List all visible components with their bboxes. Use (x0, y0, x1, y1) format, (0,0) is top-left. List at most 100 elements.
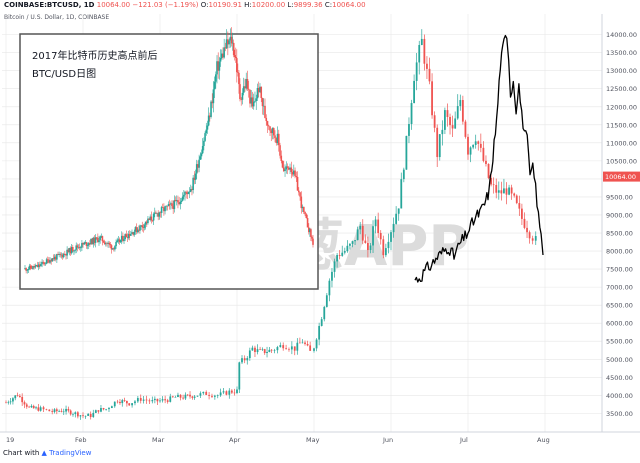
inset-candle-body (232, 42, 235, 56)
inset-candle-body (119, 239, 122, 243)
inset-candle-body (118, 239, 121, 243)
candle-body (523, 218, 526, 228)
inset-candle-body (305, 214, 308, 219)
inset-candle-body (240, 99, 243, 100)
candle-body (521, 208, 523, 219)
candle-body (72, 414, 74, 415)
inset-candle-body (103, 242, 106, 245)
candle-body (134, 401, 136, 404)
y-tick-label: 3500.00 (606, 410, 633, 418)
candle-body (238, 362, 241, 390)
inset-candle-body (45, 259, 48, 264)
candle-body (456, 106, 459, 119)
candle-body (333, 261, 336, 272)
inset-candle-body (279, 145, 281, 156)
inset-candle-body (25, 268, 27, 271)
candle-body (30, 405, 33, 408)
inset-candle-body (69, 248, 72, 254)
inset-candle-body (249, 89, 251, 104)
candle-body (211, 395, 213, 397)
candle-body (513, 193, 516, 196)
inset-candle-body (280, 155, 283, 162)
inset-candle-body (255, 98, 258, 101)
y-tick-label: 13000.00 (606, 67, 637, 75)
inset-candle-body (35, 265, 38, 267)
inset-candle-body (247, 88, 250, 90)
candle-body (341, 252, 344, 256)
inset-candle-body (114, 246, 116, 250)
candle-body (306, 343, 309, 346)
inset-candle-body (238, 72, 240, 85)
candle-body (487, 163, 490, 178)
inset-candle-body (241, 92, 244, 100)
inset-candle-body (192, 177, 194, 191)
candle-body (123, 400, 126, 401)
inset-candle-body (265, 117, 268, 122)
footer-brand[interactable]: TradingView (49, 449, 92, 457)
inset-frame (19, 33, 319, 290)
inset-candle-body (37, 264, 40, 268)
candle-body (62, 411, 65, 413)
inset-candle-body (101, 236, 104, 242)
inset-candle-body (146, 221, 148, 224)
x-tick-label: Mar (152, 436, 165, 444)
inset-candle-body (301, 206, 304, 209)
inset-candle-body (147, 218, 149, 224)
candle-body (346, 245, 349, 252)
candle-body (397, 208, 400, 214)
inset-candle-body (267, 125, 270, 127)
inset-candle-body (68, 248, 71, 253)
inset-candle-body (194, 173, 197, 180)
inset-candle-body (179, 201, 182, 205)
candle-body (151, 400, 154, 402)
inset-candle-body (209, 115, 211, 117)
candle-body (174, 397, 177, 398)
candle-body (408, 124, 410, 136)
inset-candle-body (52, 258, 55, 260)
inset-candle-body (139, 225, 141, 231)
inset-candle-body (85, 242, 88, 246)
main-candles (5, 29, 537, 420)
candle-body (169, 396, 172, 402)
inset-candle-body (159, 212, 162, 213)
low-label: L: (287, 1, 294, 9)
y-tick-label: 13500.00 (606, 49, 637, 57)
inset-candle-body (60, 254, 63, 256)
inset-candle-body (188, 191, 191, 193)
inset-candle-body (218, 61, 221, 71)
inset-candle-body (61, 254, 64, 258)
candle-body (243, 358, 246, 361)
candle-body (469, 147, 472, 155)
inset-candle-body (287, 167, 290, 170)
y-tick-label: 14000.00 (606, 31, 637, 39)
candle-body (177, 394, 179, 398)
candle-body (21, 396, 24, 403)
candle-body (369, 245, 372, 251)
inset-candle-body (311, 236, 313, 239)
candle-body (148, 400, 151, 402)
candle-body (351, 241, 354, 244)
inset-candle-body (290, 167, 293, 173)
inset-candle-body (26, 270, 29, 271)
candle-body (69, 410, 72, 415)
inset-subtitle: BTC/USD日图 (32, 68, 96, 80)
candle-body (338, 255, 341, 256)
candle-body (39, 407, 42, 411)
inset-candle-body (206, 125, 209, 130)
candle-body (423, 38, 426, 64)
candle-body (472, 144, 475, 148)
inset-candle-body (100, 236, 103, 237)
candle-body (16, 395, 19, 397)
overlay-2017-line (414, 34, 544, 283)
inset-candle-body (28, 265, 31, 270)
inset-candle-body (306, 218, 309, 228)
inset-candle-body (210, 101, 212, 117)
inset-candle-body (250, 97, 253, 104)
inset-candle-body (62, 253, 65, 258)
inset-candle-body (141, 225, 144, 228)
inset-candle-body (239, 84, 241, 100)
inset-candle-body (70, 247, 73, 254)
inset-candle-body (212, 89, 215, 104)
inset-candle-body (246, 79, 249, 89)
